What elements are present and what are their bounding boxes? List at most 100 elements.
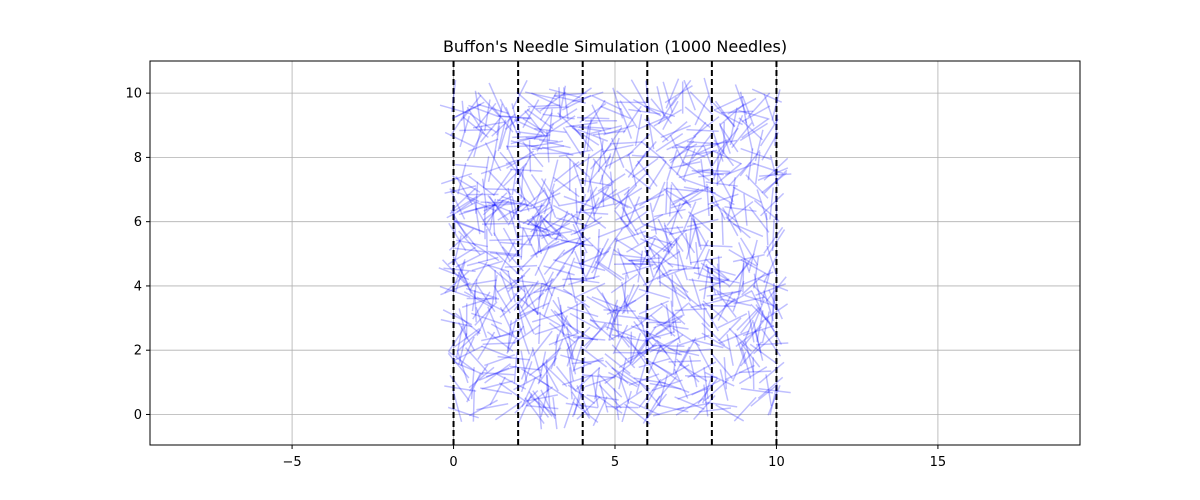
needle	[672, 327, 701, 347]
needle	[660, 302, 686, 325]
needle	[579, 102, 607, 124]
needle	[708, 285, 739, 303]
needle	[438, 267, 470, 281]
needle	[571, 126, 600, 146]
needle	[756, 310, 764, 343]
needle	[513, 292, 540, 315]
needle	[520, 227, 524, 260]
needle	[722, 122, 725, 155]
needle	[719, 124, 739, 153]
needle	[586, 295, 615, 314]
needle	[614, 184, 638, 210]
needle	[621, 334, 646, 358]
needle	[558, 85, 567, 118]
needle	[731, 122, 753, 149]
needle	[543, 183, 556, 215]
needle	[553, 161, 580, 183]
needle	[579, 237, 583, 270]
needle	[670, 181, 692, 209]
needle	[501, 246, 524, 272]
needle	[565, 155, 591, 178]
needle	[531, 92, 562, 108]
needle	[528, 355, 556, 377]
needle	[499, 296, 526, 318]
needle	[522, 228, 538, 258]
needle	[453, 345, 483, 362]
needle	[493, 125, 501, 158]
needle	[570, 221, 601, 236]
needle	[761, 172, 788, 194]
needle	[739, 341, 763, 367]
needle	[453, 220, 485, 234]
needle	[644, 286, 649, 319]
needle	[489, 238, 522, 242]
needle	[516, 234, 550, 238]
needle	[754, 151, 761, 184]
needle	[643, 235, 676, 246]
needle	[502, 227, 521, 257]
needle	[771, 89, 781, 121]
needle	[579, 179, 612, 187]
needle	[655, 375, 678, 402]
needle	[646, 240, 673, 263]
needle	[501, 286, 524, 313]
needle	[738, 370, 772, 374]
needle	[572, 340, 584, 372]
needle	[455, 239, 488, 248]
needle	[761, 269, 772, 302]
needle	[537, 266, 553, 297]
needle	[528, 214, 543, 245]
needle	[717, 291, 734, 321]
needle	[451, 79, 457, 113]
needle	[675, 143, 706, 158]
needle	[501, 195, 533, 208]
needle	[758, 387, 791, 394]
needle	[691, 217, 709, 247]
needle	[530, 240, 560, 258]
needle	[494, 269, 497, 303]
needle	[742, 320, 765, 347]
needle	[573, 383, 583, 416]
needle	[637, 315, 670, 326]
needle	[608, 137, 620, 169]
needle	[697, 248, 711, 280]
needle	[725, 364, 755, 381]
needle	[444, 385, 477, 392]
needle	[769, 383, 778, 415]
needle	[628, 108, 661, 115]
needle	[597, 132, 607, 164]
needle	[685, 233, 692, 265]
needle	[575, 366, 601, 390]
needle	[505, 107, 531, 130]
needle	[479, 116, 502, 143]
needle	[763, 93, 776, 125]
needle	[468, 366, 495, 389]
needle	[452, 256, 470, 286]
needle	[683, 79, 696, 111]
needle	[765, 315, 783, 345]
needle	[700, 159, 707, 192]
needle	[642, 395, 661, 424]
needle	[495, 400, 523, 421]
needle	[530, 223, 562, 237]
needle	[728, 202, 742, 233]
needle	[652, 181, 666, 213]
needle	[513, 324, 541, 344]
needle	[717, 255, 721, 288]
needle	[719, 297, 752, 307]
needle	[540, 389, 556, 420]
needle	[609, 321, 631, 348]
needle	[562, 257, 576, 289]
needle	[705, 258, 730, 282]
needle	[688, 355, 698, 388]
needle	[551, 174, 579, 195]
needle	[574, 188, 579, 221]
needle	[679, 363, 708, 382]
needle	[614, 390, 643, 410]
needle	[752, 357, 755, 390]
needle	[559, 304, 565, 337]
needle	[618, 357, 627, 390]
needle	[475, 102, 497, 130]
needle	[512, 135, 545, 139]
needle	[716, 127, 739, 154]
